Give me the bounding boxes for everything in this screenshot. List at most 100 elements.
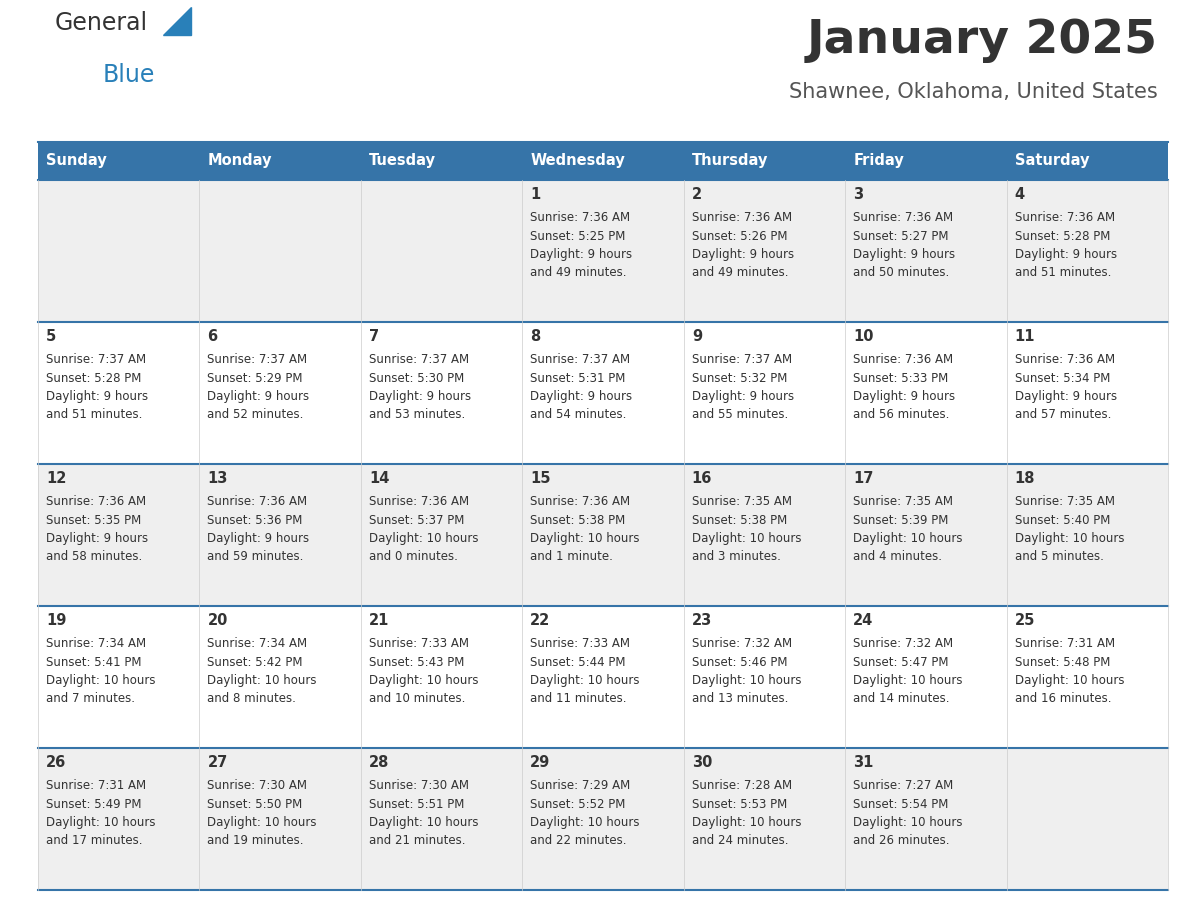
Text: Sunrise: 7:37 AM: Sunrise: 7:37 AM: [46, 353, 146, 366]
Text: 4: 4: [1015, 187, 1025, 202]
Bar: [845, 748, 1006, 890]
Text: Sunrise: 7:37 AM: Sunrise: 7:37 AM: [691, 353, 792, 366]
Bar: [845, 464, 1006, 606]
Text: Sunrise: 7:29 AM: Sunrise: 7:29 AM: [530, 779, 631, 792]
Text: and 55 minutes.: and 55 minutes.: [691, 409, 788, 421]
Text: Sunset: 5:40 PM: Sunset: 5:40 PM: [1015, 513, 1110, 527]
Text: and 3 minutes.: and 3 minutes.: [691, 551, 781, 564]
Text: Sunrise: 7:36 AM: Sunrise: 7:36 AM: [1015, 211, 1114, 224]
Bar: [200, 180, 361, 322]
Text: 5: 5: [46, 329, 56, 344]
Text: and 13 minutes.: and 13 minutes.: [691, 692, 788, 706]
Text: Saturday: Saturday: [1015, 153, 1089, 169]
Text: Daylight: 10 hours: Daylight: 10 hours: [853, 816, 962, 829]
Bar: [1006, 464, 1168, 606]
Text: and 22 minutes.: and 22 minutes.: [530, 834, 627, 847]
Text: 19: 19: [46, 613, 67, 628]
Bar: [845, 606, 1006, 748]
Text: and 0 minutes.: and 0 minutes.: [369, 551, 457, 564]
Text: Daylight: 10 hours: Daylight: 10 hours: [691, 816, 801, 829]
Text: and 57 minutes.: and 57 minutes.: [1015, 409, 1111, 421]
Text: Daylight: 9 hours: Daylight: 9 hours: [369, 390, 472, 403]
Text: Daylight: 10 hours: Daylight: 10 hours: [1015, 532, 1124, 545]
Text: Sunset: 5:28 PM: Sunset: 5:28 PM: [1015, 230, 1110, 242]
Text: Sunset: 5:54 PM: Sunset: 5:54 PM: [853, 798, 948, 811]
Bar: [684, 142, 845, 180]
Text: Monday: Monday: [208, 153, 272, 169]
Text: Sunrise: 7:30 AM: Sunrise: 7:30 AM: [208, 779, 308, 792]
Bar: [38, 142, 200, 180]
Text: Sunset: 5:38 PM: Sunset: 5:38 PM: [530, 513, 626, 527]
Text: January 2025: January 2025: [807, 18, 1158, 63]
Bar: [684, 464, 845, 606]
Text: 10: 10: [853, 329, 873, 344]
Text: Blue: Blue: [103, 63, 156, 87]
Text: Sunset: 5:44 PM: Sunset: 5:44 PM: [530, 655, 626, 668]
Text: and 26 minutes.: and 26 minutes.: [853, 834, 949, 847]
Text: Daylight: 10 hours: Daylight: 10 hours: [46, 816, 156, 829]
Text: Daylight: 10 hours: Daylight: 10 hours: [46, 674, 156, 687]
Text: Sunrise: 7:35 AM: Sunrise: 7:35 AM: [691, 495, 791, 508]
Text: 24: 24: [853, 613, 873, 628]
Text: Daylight: 10 hours: Daylight: 10 hours: [369, 532, 479, 545]
Text: and 49 minutes.: and 49 minutes.: [530, 266, 627, 279]
Bar: [38, 748, 200, 890]
Text: Daylight: 9 hours: Daylight: 9 hours: [853, 390, 955, 403]
Text: and 49 minutes.: and 49 minutes.: [691, 266, 789, 279]
Text: and 52 minutes.: and 52 minutes.: [208, 409, 304, 421]
Text: and 19 minutes.: and 19 minutes.: [208, 834, 304, 847]
Text: Daylight: 10 hours: Daylight: 10 hours: [208, 674, 317, 687]
Bar: [523, 180, 684, 322]
Text: 1: 1: [530, 187, 541, 202]
Text: 12: 12: [46, 471, 67, 486]
Text: Daylight: 10 hours: Daylight: 10 hours: [369, 816, 479, 829]
Text: Sunrise: 7:30 AM: Sunrise: 7:30 AM: [369, 779, 469, 792]
Text: Daylight: 10 hours: Daylight: 10 hours: [853, 532, 962, 545]
Text: Sunset: 5:50 PM: Sunset: 5:50 PM: [208, 798, 303, 811]
Text: Wednesday: Wednesday: [530, 153, 625, 169]
Text: 17: 17: [853, 471, 873, 486]
Text: and 14 minutes.: and 14 minutes.: [853, 692, 949, 706]
Text: Shawnee, Oklahoma, United States: Shawnee, Oklahoma, United States: [789, 82, 1158, 102]
Text: Daylight: 9 hours: Daylight: 9 hours: [46, 390, 148, 403]
Text: Sunrise: 7:28 AM: Sunrise: 7:28 AM: [691, 779, 792, 792]
Text: 11: 11: [1015, 329, 1035, 344]
Bar: [200, 322, 361, 464]
Bar: [523, 322, 684, 464]
Bar: [361, 180, 523, 322]
Text: Daylight: 10 hours: Daylight: 10 hours: [691, 674, 801, 687]
Text: Daylight: 9 hours: Daylight: 9 hours: [46, 532, 148, 545]
Bar: [523, 464, 684, 606]
Bar: [38, 180, 200, 322]
Text: Sunrise: 7:37 AM: Sunrise: 7:37 AM: [369, 353, 469, 366]
Text: and 21 minutes.: and 21 minutes.: [369, 834, 466, 847]
Text: and 16 minutes.: and 16 minutes.: [1015, 692, 1111, 706]
Text: Sunset: 5:29 PM: Sunset: 5:29 PM: [208, 372, 303, 385]
Text: and 4 minutes.: and 4 minutes.: [853, 551, 942, 564]
Text: and 58 minutes.: and 58 minutes.: [46, 551, 143, 564]
Text: and 7 minutes.: and 7 minutes.: [46, 692, 135, 706]
Text: Sunset: 5:48 PM: Sunset: 5:48 PM: [1015, 655, 1110, 668]
Bar: [845, 180, 1006, 322]
Bar: [1006, 322, 1168, 464]
Text: Daylight: 9 hours: Daylight: 9 hours: [208, 390, 310, 403]
Text: and 11 minutes.: and 11 minutes.: [530, 692, 627, 706]
Bar: [361, 464, 523, 606]
Bar: [845, 322, 1006, 464]
Text: 20: 20: [208, 613, 228, 628]
Text: Sunrise: 7:37 AM: Sunrise: 7:37 AM: [530, 353, 631, 366]
Text: Sunset: 5:26 PM: Sunset: 5:26 PM: [691, 230, 788, 242]
Text: 22: 22: [530, 613, 550, 628]
Text: and 8 minutes.: and 8 minutes.: [208, 692, 296, 706]
Text: Sunrise: 7:33 AM: Sunrise: 7:33 AM: [369, 637, 469, 650]
Bar: [38, 606, 200, 748]
Text: and 53 minutes.: and 53 minutes.: [369, 409, 466, 421]
Text: Sunset: 5:36 PM: Sunset: 5:36 PM: [208, 513, 303, 527]
Text: and 50 minutes.: and 50 minutes.: [853, 266, 949, 279]
Text: 13: 13: [208, 471, 228, 486]
Text: Sunset: 5:46 PM: Sunset: 5:46 PM: [691, 655, 788, 668]
Text: Sunrise: 7:36 AM: Sunrise: 7:36 AM: [46, 495, 146, 508]
Text: Daylight: 10 hours: Daylight: 10 hours: [530, 816, 640, 829]
Text: Sunrise: 7:31 AM: Sunrise: 7:31 AM: [1015, 637, 1114, 650]
Text: Sunrise: 7:35 AM: Sunrise: 7:35 AM: [1015, 495, 1114, 508]
